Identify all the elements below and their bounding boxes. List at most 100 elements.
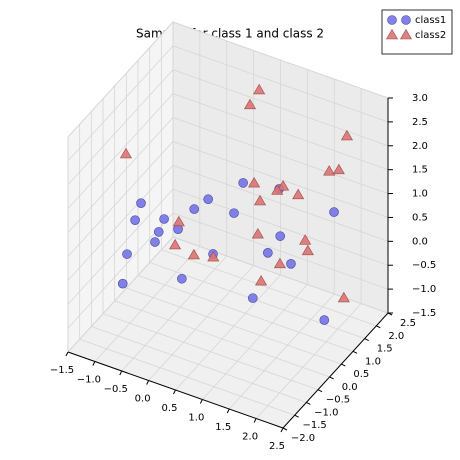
grid-line — [67, 141, 174, 257]
legend-marker — [401, 15, 411, 25]
y-tick-label: −2.0 — [291, 433, 315, 444]
y-axis-line — [282, 312, 389, 429]
grid-line — [202, 284, 308, 400]
data-point — [273, 257, 286, 269]
data-point — [286, 259, 296, 269]
grid-line — [172, 164, 389, 242]
grid-line — [121, 255, 228, 372]
x-tick-label: −1.0 — [77, 375, 101, 386]
data-point — [319, 315, 330, 325]
data-point — [248, 293, 258, 303]
tick-mark — [173, 389, 176, 395]
grid-line — [67, 93, 174, 209]
data-point — [332, 163, 345, 175]
tick-mark — [199, 399, 203, 404]
data-point — [292, 188, 305, 200]
data-point — [248, 176, 261, 188]
grid-line — [172, 212, 389, 290]
data-point — [238, 178, 248, 188]
x-tick-label: −1.5 — [50, 365, 74, 376]
z-tick-label: 1.5 — [412, 165, 428, 176]
grid-line — [91, 326, 307, 403]
data-point — [253, 194, 267, 206]
z-tick-label: 2.5 — [412, 117, 428, 128]
tick-mark — [280, 427, 284, 433]
legend-marker — [385, 28, 399, 40]
grid-line — [67, 69, 174, 186]
grid-line — [172, 69, 389, 147]
tick-mark — [341, 363, 346, 367]
data-point — [153, 227, 164, 237]
data-point — [159, 214, 169, 224]
grid-line — [67, 21, 174, 138]
x-tick-label: 2.0 — [242, 432, 258, 443]
data-point — [340, 129, 353, 141]
grid-line — [172, 93, 389, 171]
data-point — [323, 165, 336, 176]
y-tick-label: 0.0 — [342, 382, 358, 393]
y-tick-label: 1.0 — [365, 356, 381, 367]
z-tick-label: 0.5 — [412, 212, 428, 223]
z-tick-label: −1.5 — [412, 308, 436, 319]
data-point — [337, 291, 350, 303]
tick-mark — [226, 408, 230, 414]
grid-line — [102, 313, 319, 391]
grid-line — [172, 21, 389, 99]
grid-line — [149, 262, 365, 339]
data-point — [150, 237, 160, 247]
tick-mark — [282, 427, 288, 431]
legend-label: class2 — [415, 30, 446, 41]
grid-line — [172, 117, 389, 194]
data-point — [253, 83, 266, 95]
tick-mark — [376, 325, 381, 329]
data-point — [299, 234, 312, 245]
legend-marker — [399, 28, 413, 40]
x-tick-label: 2.5 — [269, 441, 285, 452]
data-point — [187, 248, 200, 260]
z-tick-label: −0.5 — [412, 260, 436, 271]
y-tick-label: 2.5 — [400, 318, 416, 329]
data-point — [177, 273, 187, 284]
data-point — [189, 204, 200, 214]
tick-mark — [146, 380, 150, 385]
x-tick-label: 0.5 — [162, 403, 178, 414]
y-tick-label: 2.0 — [388, 331, 404, 342]
data-point — [229, 208, 239, 218]
tick-mark — [329, 376, 334, 380]
z-tick-label: 2.0 — [412, 141, 428, 152]
grid-line — [67, 165, 174, 281]
grid-line — [172, 236, 389, 314]
x-tick-label: −0.5 — [104, 384, 128, 395]
data-point — [119, 147, 132, 159]
y-tick-label: 1.5 — [377, 344, 393, 355]
data-point — [271, 184, 284, 195]
data-point — [263, 247, 273, 258]
tick-mark — [364, 338, 369, 342]
grid-line — [67, 236, 174, 353]
data-point — [203, 194, 213, 205]
tick-mark — [294, 414, 299, 418]
grid-line — [67, 45, 174, 162]
grid-line — [175, 274, 281, 391]
legend-marker — [387, 15, 397, 25]
data-point — [117, 278, 128, 289]
grid-line — [161, 249, 377, 327]
tick-mark — [253, 418, 257, 423]
z-tick-label: 1.0 — [412, 189, 428, 200]
y-tick-label: 0.5 — [353, 369, 369, 380]
z-tick-label: −1.0 — [412, 284, 436, 295]
data-point — [251, 227, 264, 239]
grid-line — [126, 287, 342, 365]
grid-line — [255, 303, 362, 419]
data-point — [329, 207, 339, 217]
y-tick-label: −0.5 — [326, 395, 350, 406]
data-point — [169, 238, 182, 250]
data-point — [122, 249, 132, 259]
legend: class1 class2 — [381, 9, 453, 55]
grid-line — [79, 338, 295, 416]
tick-mark — [306, 401, 311, 405]
data-point — [172, 215, 185, 227]
grid-line — [172, 141, 389, 218]
x-tick-label: 1.5 — [215, 422, 231, 433]
